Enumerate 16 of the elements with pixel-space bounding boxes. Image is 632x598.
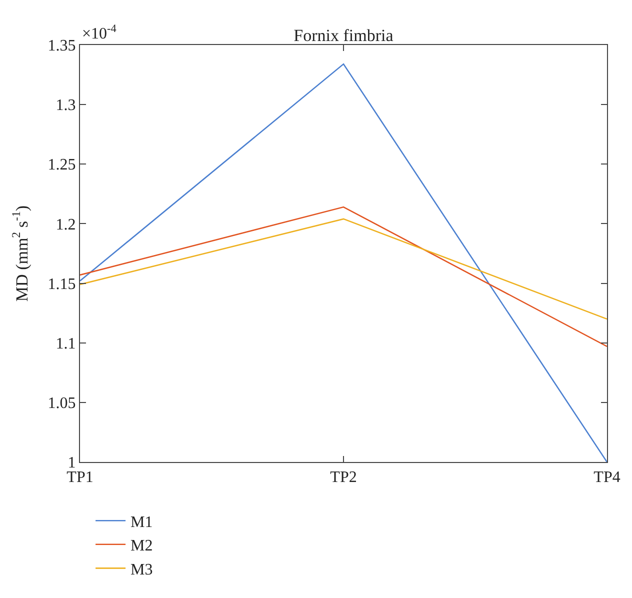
y-tick-label: 1.3 [56, 97, 76, 114]
chart-title: Fornix fimbria [294, 26, 394, 45]
x-tick-label: TP2 [330, 469, 357, 486]
y-tick-label: 1.2 [56, 216, 76, 234]
y-tick-label: 1.25 [48, 156, 76, 174]
y-tick-label: 1.05 [48, 395, 76, 412]
legend-label: M2 [130, 538, 153, 555]
y-tick-label: 1.15 [48, 276, 76, 293]
x-tick-label: TP4 [594, 469, 620, 486]
x-tick-label: TP1 [66, 469, 94, 486]
y-tick-label: 1.35 [48, 38, 76, 55]
text: ×10$^{-4}$ [82, 23, 117, 43]
y-tick-label: 1 [68, 454, 76, 472]
legend-label: M1 [130, 514, 153, 531]
legend-label: M3 [130, 561, 153, 578]
y-tick-label: 1.1 [56, 335, 76, 352]
